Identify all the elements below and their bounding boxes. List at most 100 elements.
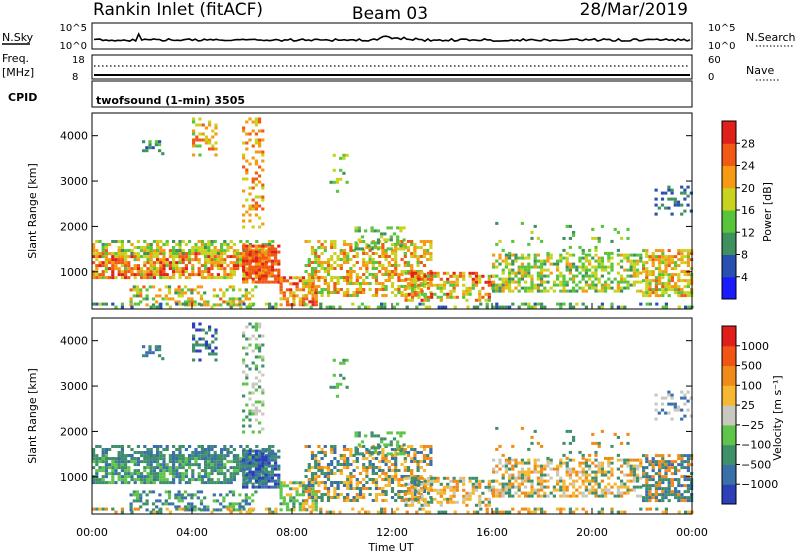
echo-cell: [686, 469, 690, 473]
echo-cell: [680, 252, 684, 256]
echo-cell: [390, 258, 395, 261]
echo-cell: [664, 302, 668, 306]
echo-cell: [654, 460, 658, 464]
echo-cell: [156, 270, 160, 274]
echo-cell: [317, 496, 321, 499]
echo-cell: [181, 273, 185, 277]
echo-cell: [242, 452, 246, 456]
echo-cell: [310, 475, 315, 478]
echo-cell: [501, 473, 505, 477]
echo-cell: [626, 491, 630, 495]
echo-cell: [594, 494, 598, 498]
echo-cell: [626, 283, 630, 287]
echo-cell: [575, 274, 579, 278]
echo-cell: [204, 255, 208, 259]
echo-cell: [686, 466, 690, 470]
echo-cell: [413, 493, 417, 496]
echo-cell: [178, 249, 182, 252]
echo-cell: [267, 458, 271, 462]
echo-cell: [686, 484, 690, 488]
echo-cell: [151, 502, 156, 506]
echo-cell: [397, 493, 401, 496]
echo-cell: [517, 271, 521, 275]
echo-cell: [298, 481, 302, 485]
echo-cell: [140, 475, 144, 479]
echo-cell: [298, 505, 302, 509]
echo-cell: [556, 259, 560, 263]
echo-cell: [349, 267, 353, 270]
echo-cell: [396, 440, 400, 444]
echo-cell: [146, 255, 150, 259]
echo-cell: [117, 466, 121, 470]
echo-cell: [604, 280, 608, 284]
echo-cell: [270, 464, 274, 468]
echo-cell: [130, 243, 134, 246]
echo-cell: [149, 478, 153, 482]
echo-cell: [258, 430, 262, 434]
echo-cell: [261, 458, 265, 462]
echo-cell: [248, 479, 252, 483]
echo-cell: [370, 434, 374, 438]
echo-cell: [613, 482, 617, 486]
echo-cell: [478, 485, 482, 489]
echo-cell: [159, 240, 163, 243]
echo-cell: [374, 267, 379, 270]
echo-cell: [159, 481, 163, 485]
echo-cell: [468, 476, 472, 480]
echo-cell: [686, 203, 690, 207]
echo-cell: [314, 273, 318, 276]
echo-cell: [498, 262, 502, 266]
echo-cell: [594, 259, 598, 263]
echo-cell: [261, 153, 265, 157]
echo-cell: [546, 464, 550, 468]
echo-cell: [419, 261, 423, 264]
echo-cell: [520, 473, 524, 477]
echo-cell: [314, 276, 318, 280]
echo-cell: [167, 288, 172, 292]
echo-cell: [264, 485, 268, 489]
echo-cell: [333, 472, 337, 475]
echo-cell: [172, 261, 176, 265]
echo-cell: [355, 276, 359, 279]
echo-cell: [136, 255, 140, 259]
echo-cell: [578, 280, 582, 284]
echo-cell: [632, 476, 636, 480]
echo-cell: [429, 460, 433, 463]
echo-cell: [530, 265, 534, 269]
echo-cell: [196, 291, 200, 295]
echo-cell: [330, 255, 334, 258]
echo-cell: [487, 295, 491, 299]
echo-cell: [320, 267, 324, 270]
echo-cell: [492, 491, 496, 495]
echo-cell: [207, 481, 211, 485]
echo-cell: [654, 493, 658, 497]
echo-cell: [285, 508, 290, 512]
echo-cell: [407, 277, 411, 281]
echo-cell: [251, 259, 255, 263]
echo-cell: [111, 258, 115, 262]
echo-cell: [199, 297, 204, 301]
echo-cell: [517, 461, 521, 465]
echo-cell: [180, 288, 184, 292]
echo-cell: [258, 225, 262, 229]
echo-cell: [216, 454, 220, 458]
echo-cell: [378, 255, 382, 258]
echo-cell: [326, 291, 331, 294]
echo-cell: [394, 252, 398, 255]
echo-cell: [326, 466, 331, 469]
echo-cell: [279, 496, 283, 500]
echo-cell: [151, 351, 155, 355]
echo-cell: [376, 238, 381, 242]
echo-cell: [629, 259, 633, 263]
echo-cell: [667, 285, 671, 289]
echo-cell: [162, 249, 166, 252]
echo-cell: [413, 249, 417, 252]
echo-cell: [184, 252, 188, 256]
echo-cell: [330, 469, 334, 472]
echo-cell: [384, 270, 388, 273]
echo-cell: [413, 276, 417, 279]
echo-cell: [235, 303, 239, 307]
echo-cell: [607, 253, 611, 257]
echo-cell: [498, 283, 502, 287]
echo-cell: [654, 267, 658, 271]
